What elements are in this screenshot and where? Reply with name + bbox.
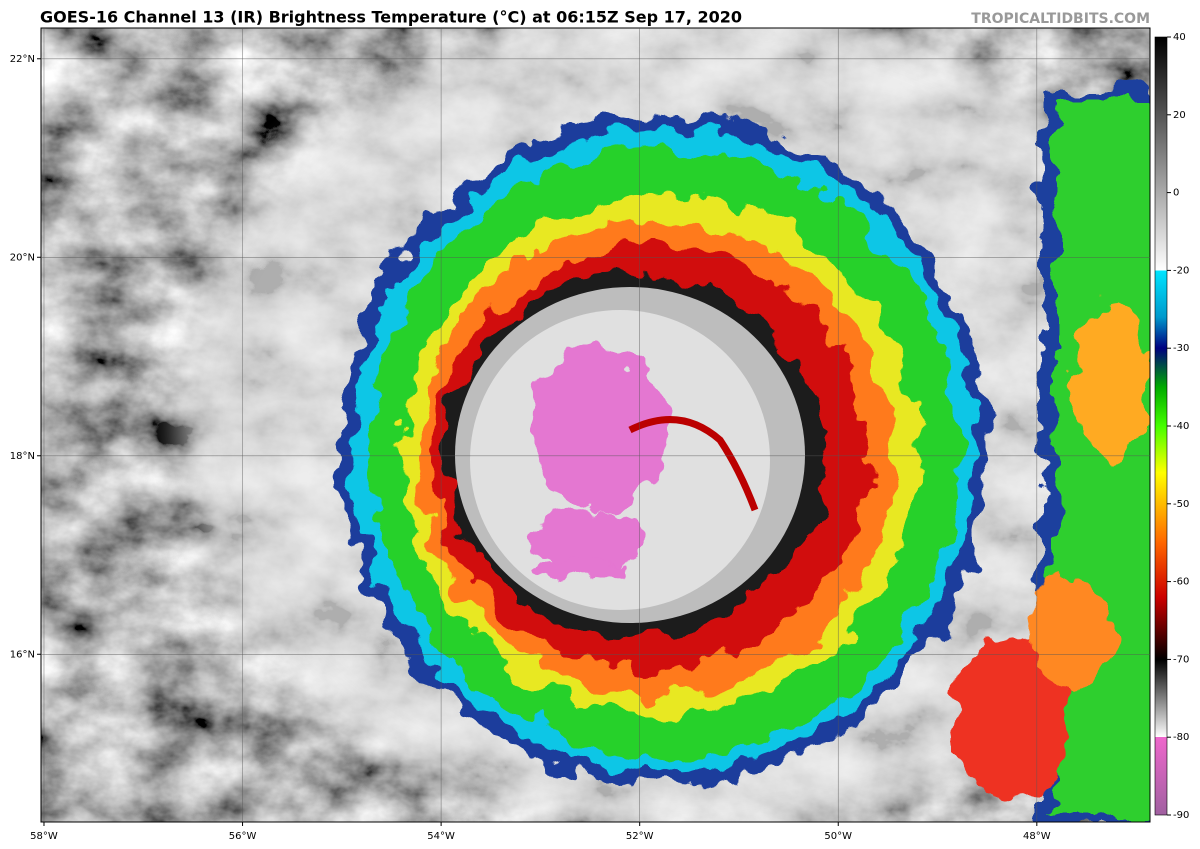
colorbar-tick-label: -90 [1173,810,1189,821]
colorbar-tick-label: 0 [1173,188,1179,199]
colorbar-tick-label: -70 [1173,654,1189,665]
colorbar [1154,36,1168,816]
colorbar-tick-label: -40 [1173,421,1189,432]
colorbar-tick-label: -80 [1173,732,1189,743]
colorbar-tick-label: 40 [1173,32,1186,43]
map-frame [40,27,1151,823]
lon-tick-label: 52°W [626,831,654,842]
lon-tick-label: 58°W [30,831,58,842]
colorbar-tick-label: -30 [1173,343,1189,354]
satellite-image [41,28,1150,822]
lat-tick-label: 20°N [10,252,35,263]
lat-tick-label: 16°N [10,649,35,660]
colorbar-tick-label: -20 [1173,265,1189,276]
colorbar-tick-label: -50 [1173,499,1189,510]
lat-tick-label: 18°N [10,451,35,462]
colorbar-tick-label: 20 [1173,110,1186,121]
lon-tick-label: 56°W [229,831,257,842]
lat-tick-label: 22°N [10,54,35,65]
credit: TROPICALTIDBITS.COM [971,11,1150,27]
lon-tick-label: 50°W [824,831,852,842]
title: GOES-16 Channel 13 (IR) Brightness Tempe… [40,8,742,27]
lon-tick-label: 48°W [1023,831,1051,842]
colorbar-tick-label: -60 [1173,577,1189,588]
colorbar-ticks: 40 20 0 -20 -30 -40 -50 -60 -70 -80 -90 [1167,32,1189,821]
graticule: 58°W 56°W 54°W 52°W 50°W 48°W 22°N 20°N 18°N 16°N [10,28,1150,842]
lon-tick-label: 54°W [427,831,455,842]
